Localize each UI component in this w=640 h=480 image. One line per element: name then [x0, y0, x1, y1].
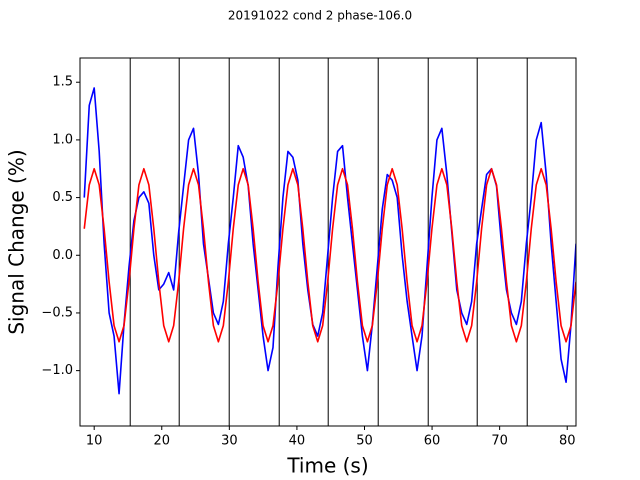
plot-area: [83, 58, 576, 426]
x-tick-label: 60: [424, 434, 441, 449]
y-tick-label: 0.0: [52, 248, 73, 263]
axes: 10 20 30 40 50 60 70 80 −1.0 −0.5 0.0 0.5 1.0 1.5: [41, 75, 575, 449]
x-tick-label: 70: [491, 434, 508, 449]
y-tick-label: −1.0: [41, 363, 73, 378]
plot-frame: [79, 57, 577, 427]
x-tick-label: 40: [289, 434, 306, 449]
y-tick-label: −0.5: [41, 305, 73, 320]
series-line: [83, 167, 576, 343]
y-axis-label: Signal Change (%): [5, 149, 29, 334]
x-tick-label: 50: [356, 434, 373, 449]
y-tick-label: 1.0: [52, 132, 73, 147]
y-tick-label: 1.5: [52, 75, 73, 90]
x-tick-label: 30: [221, 434, 238, 449]
x-tick-label: 80: [559, 434, 576, 449]
x-tick-label: 20: [153, 434, 170, 449]
chart-title: 20191022 cond 2 phase-106.0: [228, 9, 412, 23]
x-tick-label: 10: [86, 434, 103, 449]
x-axis-label: Time (s): [286, 454, 368, 478]
y-tick-label: 0.5: [52, 190, 73, 205]
